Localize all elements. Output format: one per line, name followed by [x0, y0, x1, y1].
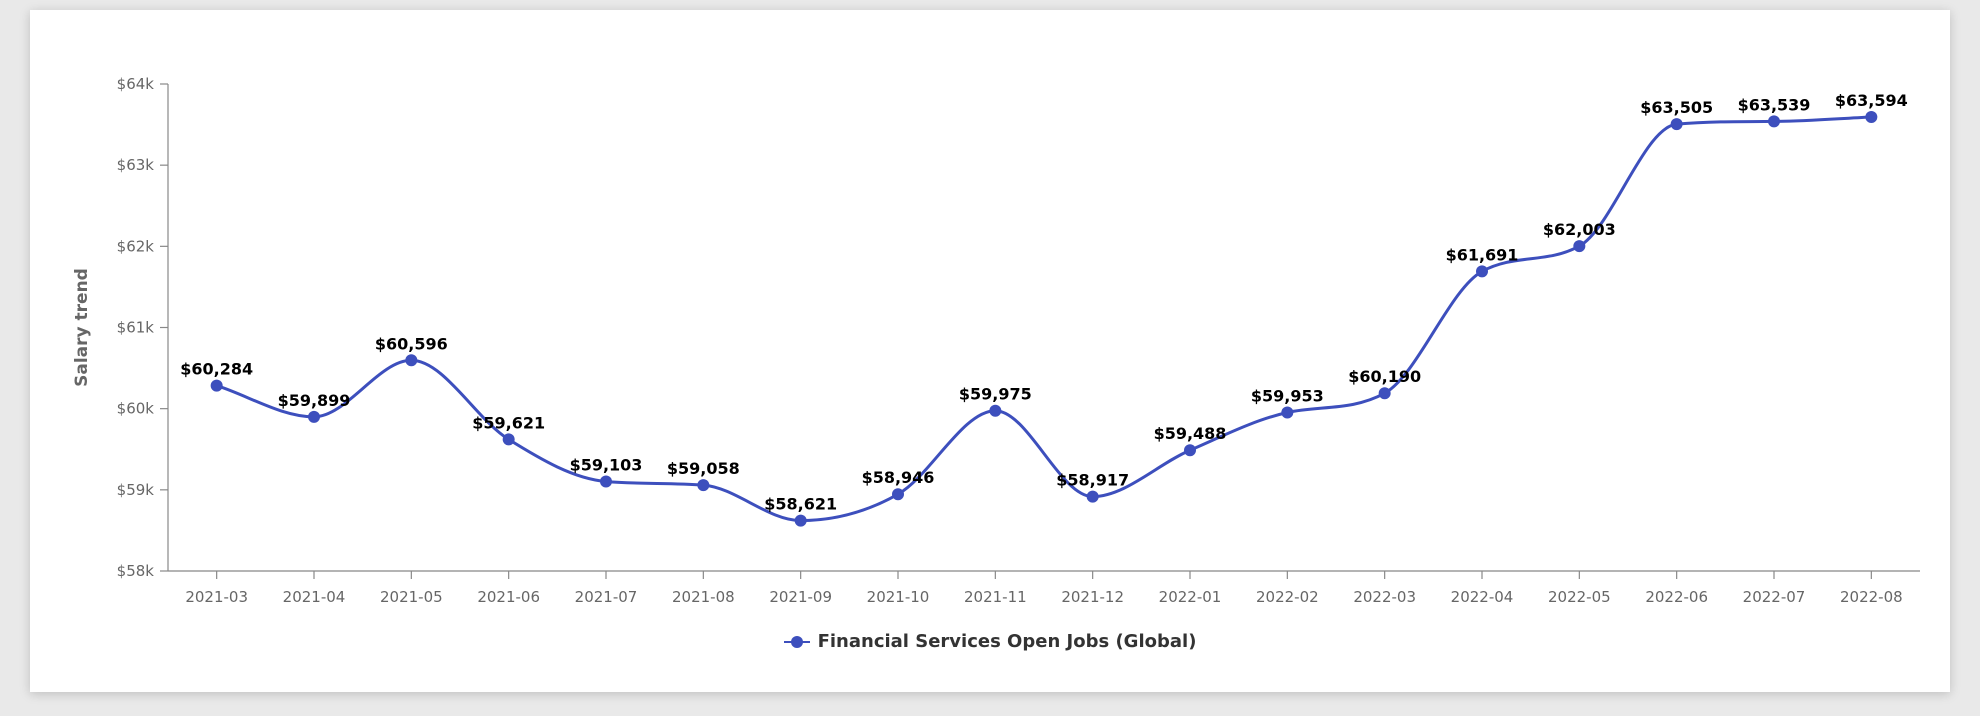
data-label: $63,594 — [1835, 91, 1908, 110]
data-point — [1476, 265, 1488, 278]
data-point — [1573, 240, 1586, 253]
y-tick-label: $63k — [117, 156, 155, 174]
data-label: $59,899 — [278, 391, 351, 410]
legend-label: Financial Services Open Jobs (Global) — [817, 631, 1197, 652]
chart-card: $58k $59k $60k $61k $62k $63k $64k 2021-03 2021-… — [30, 10, 1950, 692]
data-point — [697, 479, 710, 492]
data-label: $60,284 — [180, 360, 253, 379]
data-point — [502, 433, 515, 446]
x-tick-label: 2021-11 — [964, 588, 1027, 606]
x-tick-label: 2021-07 — [575, 588, 638, 606]
data-point — [1865, 110, 1878, 123]
data-point — [1086, 490, 1099, 503]
data-label: $58,917 — [1056, 471, 1129, 490]
data-point — [1768, 115, 1780, 128]
salary-trend-chart: $58k $59k $60k $61k $62k $63k $64k 2021-03 2021-… — [72, 75, 1920, 606]
data-label: $59,975 — [959, 385, 1032, 404]
data-point — [405, 354, 418, 367]
data-point — [794, 514, 807, 527]
y-tick-label: $64k — [117, 75, 155, 93]
data-label: $58,621 — [764, 495, 837, 514]
data-label: $63,539 — [1738, 95, 1811, 114]
x-tick-label: 2022-03 — [1353, 588, 1416, 606]
data-point — [600, 475, 612, 488]
x-tick-label: 2021-03 — [185, 588, 248, 606]
x-tick-label: 2021-05 — [380, 588, 443, 606]
data-label: $60,596 — [375, 334, 448, 353]
x-tick-label: 2022-02 — [1256, 588, 1319, 606]
x-tick-label: 2022-04 — [1451, 588, 1514, 606]
y-tick-label: $62k — [117, 237, 155, 255]
chart-legend[interactable]: Financial Services Open Jobs (Global) — [30, 631, 1950, 652]
data-point — [308, 410, 320, 423]
data-label: $62,003 — [1543, 220, 1616, 239]
data-label: $59,621 — [472, 413, 545, 432]
x-tick-label: 2022-06 — [1645, 588, 1708, 606]
x-tick-label: 2022-08 — [1840, 588, 1903, 606]
x-tick-label: 2021-12 — [1061, 588, 1124, 606]
data-point — [989, 404, 1002, 417]
data-point — [210, 379, 223, 392]
x-tick-label: 2022-01 — [1159, 588, 1222, 606]
y-tick-label: $58k — [117, 562, 155, 580]
x-tick-label: 2022-07 — [1743, 588, 1806, 606]
data-label: $58,946 — [862, 468, 935, 487]
y-tick-label: $59k — [117, 481, 155, 499]
data-label: $59,488 — [1154, 424, 1227, 443]
series-line — [216, 115, 1872, 523]
x-tick-label: 2021-06 — [477, 588, 540, 606]
x-tick-label: 2021-10 — [867, 588, 930, 606]
data-point — [892, 488, 904, 501]
data-point — [1184, 444, 1196, 457]
x-tick-label: 2021-04 — [283, 588, 346, 606]
x-tick-label: 2021-09 — [769, 588, 832, 606]
legend-marker-icon — [783, 635, 810, 648]
data-label: $60,190 — [1348, 367, 1421, 386]
data-label: $59,953 — [1251, 386, 1324, 405]
x-tick-label: 2021-08 — [672, 588, 735, 606]
y-axis-title: Salary trend — [72, 268, 92, 387]
data-label: $63,505 — [1640, 98, 1713, 117]
data-label: $59,058 — [667, 459, 740, 478]
data-point — [1378, 387, 1391, 400]
data-point — [1670, 118, 1683, 131]
y-tick-label: $61k — [117, 319, 155, 337]
y-tick-label: $60k — [117, 400, 155, 418]
data-label: $61,691 — [1446, 245, 1519, 264]
data-point — [1281, 406, 1294, 419]
data-label: $59,103 — [570, 455, 643, 474]
x-tick-label: 2022-05 — [1548, 588, 1611, 606]
